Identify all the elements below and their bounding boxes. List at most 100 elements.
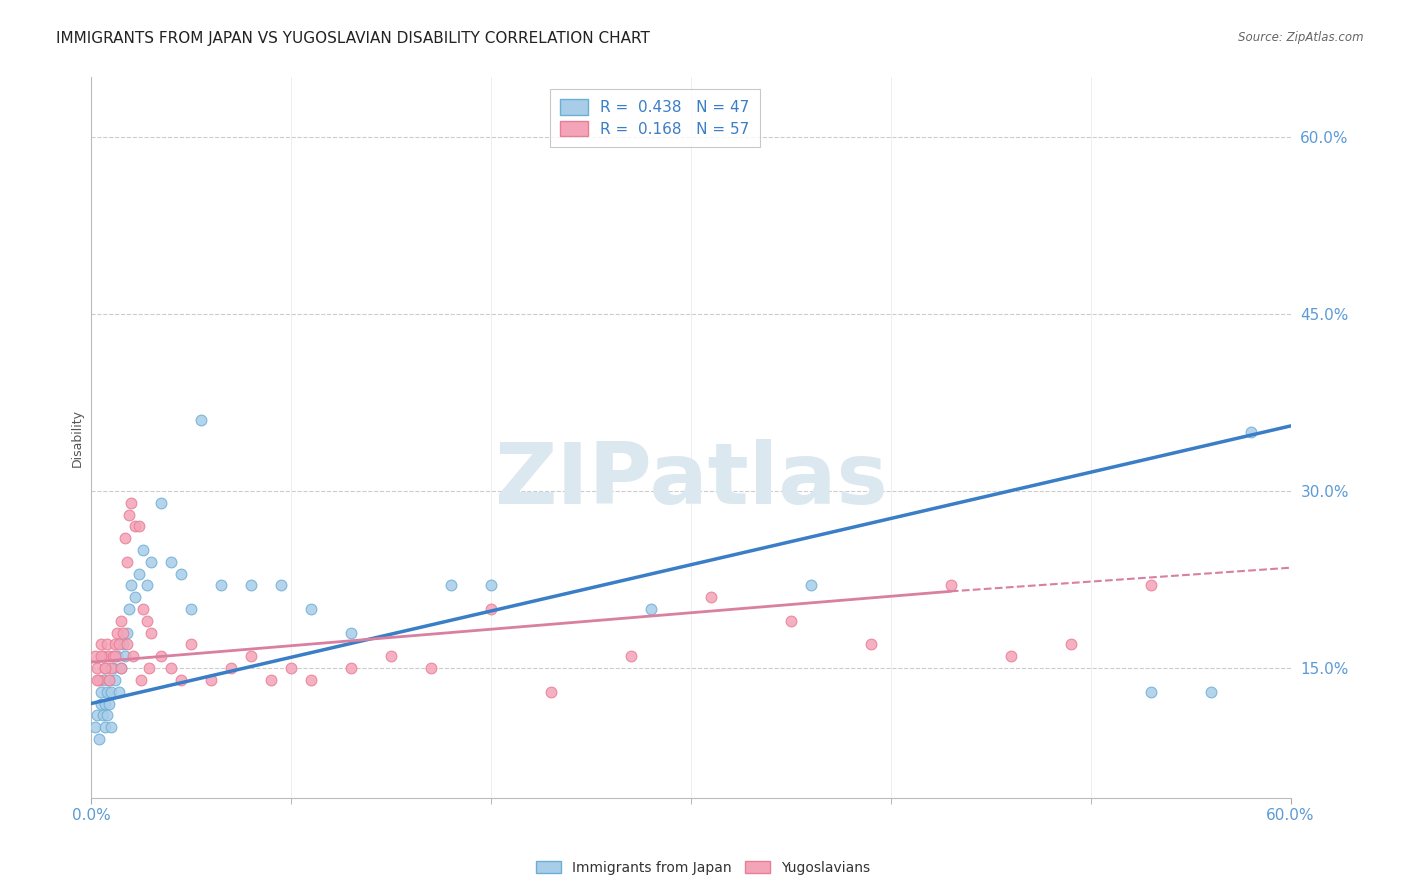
Point xyxy=(141,625,163,640)
Point xyxy=(100,684,122,698)
Point xyxy=(219,661,242,675)
Point xyxy=(128,566,150,581)
Point xyxy=(136,614,159,628)
Point xyxy=(94,720,117,734)
Point xyxy=(104,673,127,687)
Point xyxy=(94,661,117,675)
Y-axis label: Disability: Disability xyxy=(72,409,84,467)
Point xyxy=(1139,684,1161,698)
Point xyxy=(100,720,122,734)
Point xyxy=(479,602,502,616)
Point xyxy=(86,708,108,723)
Point xyxy=(112,625,135,640)
Point xyxy=(440,578,463,592)
Point xyxy=(91,649,114,664)
Point xyxy=(91,673,114,687)
Text: ZIPatlas: ZIPatlas xyxy=(494,440,887,523)
Point xyxy=(479,578,502,592)
Point xyxy=(86,673,108,687)
Point xyxy=(90,638,112,652)
Point xyxy=(1000,649,1022,664)
Point xyxy=(209,578,232,592)
Point xyxy=(160,555,183,569)
Point xyxy=(98,697,121,711)
Point xyxy=(84,649,107,664)
Point xyxy=(90,684,112,698)
Point xyxy=(108,638,131,652)
Point xyxy=(190,413,212,427)
Point xyxy=(170,673,193,687)
Point xyxy=(98,649,121,664)
Point xyxy=(110,614,132,628)
Point xyxy=(240,578,263,592)
Point xyxy=(110,661,132,675)
Point xyxy=(859,638,882,652)
Point xyxy=(90,697,112,711)
Point xyxy=(150,649,173,664)
Legend: Immigrants from Japan, Yugoslavians: Immigrants from Japan, Yugoslavians xyxy=(530,855,876,880)
Point xyxy=(115,638,138,652)
Text: Source: ZipAtlas.com: Source: ZipAtlas.com xyxy=(1239,31,1364,45)
Point xyxy=(380,649,402,664)
Point xyxy=(1199,684,1222,698)
Point xyxy=(299,602,322,616)
Point xyxy=(98,673,121,687)
Point xyxy=(180,602,202,616)
Point xyxy=(86,661,108,675)
Point xyxy=(132,543,155,558)
Point xyxy=(124,519,146,533)
Point xyxy=(118,508,141,522)
Point xyxy=(1239,425,1261,439)
Point xyxy=(104,638,127,652)
Point xyxy=(94,697,117,711)
Point xyxy=(115,625,138,640)
Point xyxy=(420,661,443,675)
Point xyxy=(91,708,114,723)
Point xyxy=(540,684,562,698)
Point xyxy=(800,578,823,592)
Point xyxy=(98,673,121,687)
Legend: R =  0.438   N = 47, R =  0.168   N = 57: R = 0.438 N = 47, R = 0.168 N = 57 xyxy=(550,88,761,147)
Point xyxy=(141,555,163,569)
Point xyxy=(1060,638,1083,652)
Point xyxy=(180,638,202,652)
Point xyxy=(108,684,131,698)
Point xyxy=(96,708,118,723)
Point xyxy=(280,661,302,675)
Text: IMMIGRANTS FROM JAPAN VS YUGOSLAVIAN DISABILITY CORRELATION CHART: IMMIGRANTS FROM JAPAN VS YUGOSLAVIAN DIS… xyxy=(56,31,650,46)
Point xyxy=(122,649,145,664)
Point xyxy=(100,661,122,675)
Point xyxy=(620,649,643,664)
Point xyxy=(150,496,173,510)
Point xyxy=(200,673,222,687)
Point xyxy=(89,731,111,746)
Point xyxy=(170,566,193,581)
Point xyxy=(132,602,155,616)
Point xyxy=(96,684,118,698)
Point xyxy=(136,578,159,592)
Point xyxy=(1139,578,1161,592)
Point xyxy=(129,673,152,687)
Point xyxy=(120,496,142,510)
Point xyxy=(260,673,283,687)
Point xyxy=(160,661,183,675)
Point xyxy=(114,649,136,664)
Point xyxy=(124,591,146,605)
Point xyxy=(105,649,128,664)
Point xyxy=(110,661,132,675)
Point xyxy=(84,720,107,734)
Point xyxy=(89,673,111,687)
Point xyxy=(105,625,128,640)
Point xyxy=(138,661,160,675)
Point xyxy=(114,531,136,545)
Point xyxy=(118,602,141,616)
Point xyxy=(120,578,142,592)
Point xyxy=(299,673,322,687)
Point xyxy=(340,625,363,640)
Point xyxy=(340,661,363,675)
Point xyxy=(96,638,118,652)
Point xyxy=(128,519,150,533)
Point xyxy=(115,555,138,569)
Point xyxy=(104,649,127,664)
Point xyxy=(700,591,723,605)
